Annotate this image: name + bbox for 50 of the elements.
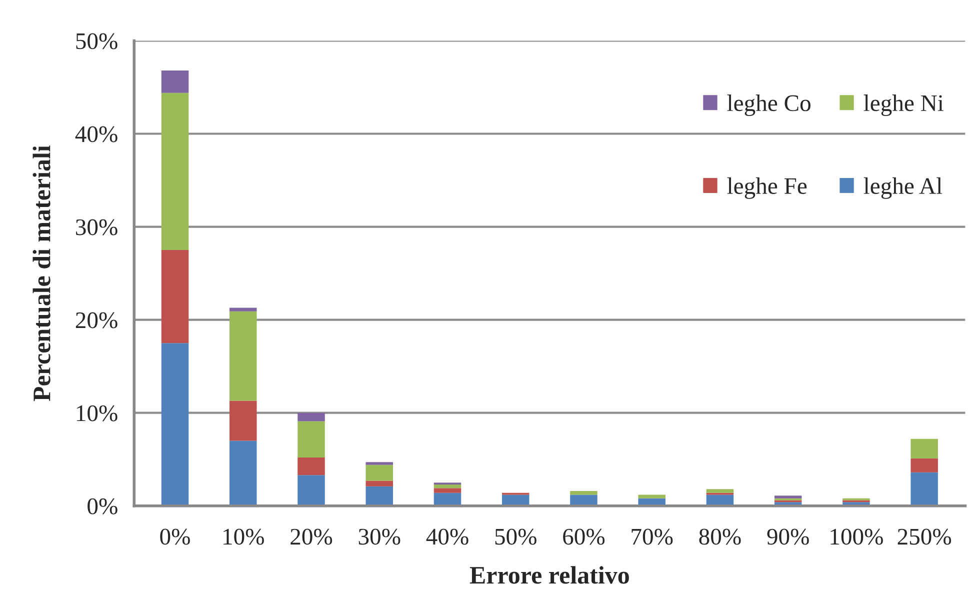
bar	[570, 494, 598, 506]
x-tick-label: 30%	[358, 528, 400, 545]
bar	[638, 494, 666, 498]
bar	[570, 490, 598, 495]
bar	[161, 92, 189, 250]
bar	[910, 438, 938, 458]
bar	[706, 489, 734, 493]
bar	[161, 70, 189, 93]
bar	[298, 475, 325, 506]
x-tick-label: 90%	[767, 528, 809, 545]
y-tick-label: 50%	[76, 33, 118, 50]
x-tick-label: 80%	[699, 528, 741, 545]
x-tick-label: 70%	[632, 528, 673, 545]
x-tick-label: 40%	[426, 528, 468, 545]
bar	[910, 458, 938, 472]
x-tick-label: 0%	[160, 528, 190, 545]
bar	[366, 462, 393, 465]
bar	[366, 486, 393, 506]
bar	[230, 440, 257, 506]
x-tick-label: 50%	[495, 528, 536, 545]
bar	[230, 311, 257, 401]
y-tick-label: 10%	[76, 405, 118, 422]
y-tick-label: 0%	[88, 498, 118, 514]
legend-label: leghe Al	[864, 177, 942, 199]
bar	[298, 457, 325, 476]
x-tick-label: 250%	[898, 528, 952, 545]
x-tick-label: 100%	[830, 528, 883, 545]
bar	[434, 484, 462, 488]
x-axis-title: Errore relativo	[470, 566, 629, 584]
bar	[366, 480, 393, 486]
bar	[161, 343, 189, 506]
x-tick-label: 20%	[290, 528, 332, 545]
bar	[366, 464, 393, 481]
bar	[298, 412, 325, 422]
legend-label: leghe Ni	[864, 94, 944, 116]
bar	[161, 250, 189, 344]
bar	[774, 496, 802, 498]
legend-label: leghe Co	[727, 94, 810, 116]
bar	[434, 488, 462, 493]
bar	[298, 421, 325, 458]
bar	[230, 308, 257, 312]
x-tick-label: 10%	[224, 528, 264, 545]
y-axis-title: Percentuale di materiali	[32, 145, 50, 402]
x-tick-label: 60%	[563, 528, 605, 545]
y-tick-label: 40%	[75, 126, 118, 142]
legend-label: leghe Fe	[727, 177, 807, 199]
y-tick-label: 20%	[76, 312, 118, 328]
y-tick-label: 30%	[76, 219, 118, 236]
bar	[230, 400, 257, 441]
bar	[910, 472, 938, 506]
